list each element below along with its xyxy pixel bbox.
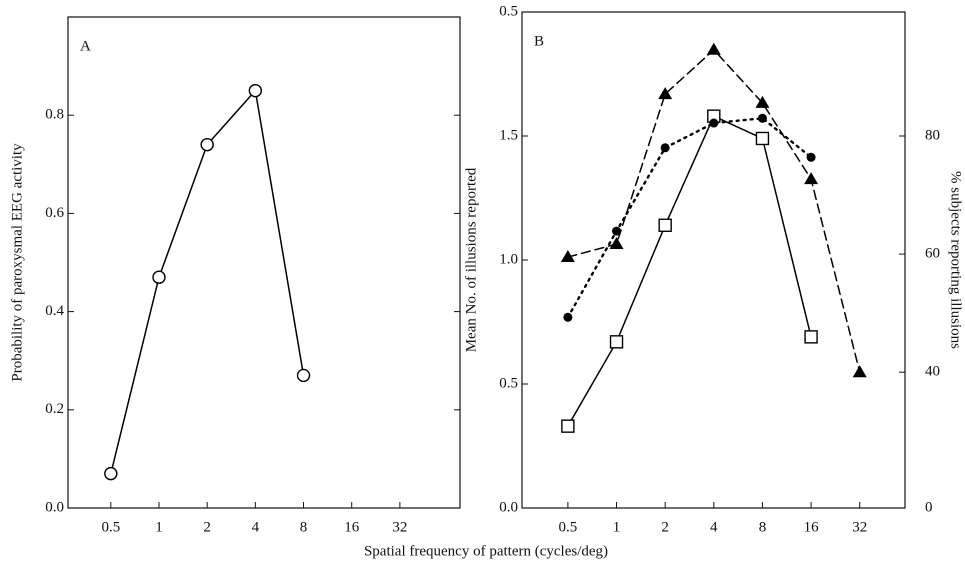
marker bbox=[560, 250, 575, 263]
y-tick-label: 0.5 bbox=[499, 375, 518, 391]
marker bbox=[706, 42, 721, 55]
series-line bbox=[567, 115, 812, 427]
x-tick-label: 2 bbox=[203, 519, 211, 535]
series-line bbox=[567, 48, 861, 373]
y-tick-label: 0.2 bbox=[45, 401, 64, 417]
y-tick-label: 0.4 bbox=[45, 303, 64, 319]
marker bbox=[561, 419, 575, 433]
plot-frame bbox=[67, 16, 461, 509]
x-tick-label: 0.5 bbox=[101, 519, 120, 535]
panel-label: A bbox=[80, 38, 91, 54]
x-tick-label: 1 bbox=[613, 519, 621, 535]
marker bbox=[658, 218, 672, 232]
y2-tick-label: 60 bbox=[925, 246, 940, 262]
y2-tick-label: 40 bbox=[925, 364, 940, 380]
marker bbox=[709, 118, 719, 128]
marker bbox=[755, 131, 770, 146]
y-axis-label: Mean No. of illusions reported bbox=[463, 167, 479, 352]
marker bbox=[609, 335, 624, 349]
y-tick-label: 0.6 bbox=[45, 205, 64, 221]
x-tick-label: 8 bbox=[759, 519, 767, 535]
marker bbox=[152, 270, 166, 284]
x-axis-label: Spatial frequency of pattern (cycles/deg… bbox=[364, 543, 608, 559]
y-axis-label: Probability of paroxysmal EEG activity bbox=[9, 143, 25, 382]
marker bbox=[248, 83, 263, 98]
marker bbox=[563, 312, 573, 322]
marker bbox=[296, 368, 311, 383]
marker bbox=[757, 113, 767, 123]
marker bbox=[804, 330, 818, 344]
x-tick-label: 8 bbox=[300, 519, 308, 535]
y-tick-label: 0.5 bbox=[499, 3, 518, 19]
y-tick-label: 0.0 bbox=[45, 499, 64, 515]
y-tick-label: 1.5 bbox=[499, 127, 518, 143]
marker bbox=[200, 137, 214, 152]
marker bbox=[609, 237, 624, 250]
x-tick-label: 4 bbox=[710, 519, 718, 535]
y2-axis-label: % subjects reporting illusions bbox=[948, 171, 964, 349]
y2-tick-label: 0 bbox=[925, 499, 933, 515]
marker bbox=[852, 365, 867, 378]
x-tick-label: 16 bbox=[804, 519, 820, 535]
x-tick-label: 16 bbox=[344, 519, 360, 535]
y-tick-label: 0.8 bbox=[45, 107, 64, 123]
y-tick-label: 0.0 bbox=[499, 499, 518, 515]
x-tick-label: 4 bbox=[252, 519, 260, 535]
y2-tick-label: 80 bbox=[925, 127, 940, 143]
x-tick-label: 1 bbox=[155, 519, 163, 535]
panel-label: B bbox=[534, 33, 544, 49]
marker bbox=[806, 152, 816, 162]
marker bbox=[658, 87, 673, 100]
x-tick-label: 0.5 bbox=[559, 519, 578, 535]
marker bbox=[755, 95, 770, 108]
marker bbox=[104, 466, 118, 481]
series-line bbox=[566, 117, 813, 319]
x-tick-label: 32 bbox=[852, 519, 867, 535]
y-tick-label: 1.0 bbox=[499, 251, 518, 267]
marker bbox=[660, 143, 670, 153]
plot-frame bbox=[521, 11, 906, 509]
x-tick-label: 32 bbox=[392, 519, 407, 535]
x-tick-label: 2 bbox=[661, 519, 669, 535]
marker bbox=[612, 226, 622, 236]
marker bbox=[804, 172, 819, 185]
